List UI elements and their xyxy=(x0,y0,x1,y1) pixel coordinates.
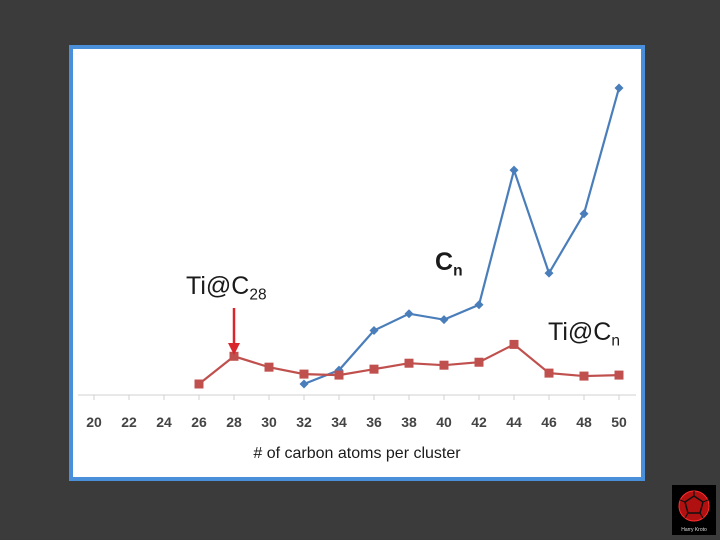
annotation-ti-cn: Ti@Cn xyxy=(548,318,620,350)
fullerene-icon xyxy=(678,490,710,522)
series-1-point-40 xyxy=(439,360,449,370)
series-1-point-26 xyxy=(194,379,204,389)
series-0-point-50 xyxy=(614,83,624,93)
x-tick-label-28: 28 xyxy=(226,414,242,430)
series-1-point-42 xyxy=(474,357,484,367)
chart-frame xyxy=(69,45,645,481)
x-tick-marks xyxy=(93,395,620,400)
x-tick-label-50: 50 xyxy=(611,414,627,430)
series-0 xyxy=(299,83,624,389)
annotation-ti-cn-text: Ti@C xyxy=(548,318,612,346)
series-0-point-36 xyxy=(369,326,379,336)
series-1-point-28 xyxy=(229,351,239,361)
x-tick-label-22: 22 xyxy=(121,414,137,430)
series-1-point-34 xyxy=(334,370,344,380)
series-0-point-42 xyxy=(474,300,484,310)
logo-caption: Harry Kroto xyxy=(681,527,707,533)
x-tick-label-26: 26 xyxy=(191,414,207,430)
series-0-point-46 xyxy=(544,268,554,278)
annotation-ti-c28: Ti@C28 xyxy=(186,272,267,304)
series-1 xyxy=(194,339,624,389)
annotation-cn: Cn xyxy=(435,248,463,280)
x-tick-label-36: 36 xyxy=(366,414,382,430)
series-0-point-32 xyxy=(299,379,309,389)
series-1-point-36 xyxy=(369,364,379,374)
x-tick-label-32: 32 xyxy=(296,414,312,430)
logo: Harry Kroto xyxy=(672,485,716,535)
x-tick-label-34: 34 xyxy=(331,414,347,430)
x-tick-label-24: 24 xyxy=(156,414,172,430)
series-0-point-48 xyxy=(579,209,589,219)
x-tick-label-38: 38 xyxy=(401,414,417,430)
annotation-cn-text: C xyxy=(435,248,454,276)
x-tick-labels: 20 22 24 26 28 30 32 34 36 38 40 42 44 46 48 50 xyxy=(86,414,627,430)
x-tick-label-42: 42 xyxy=(471,414,487,430)
x-tick-label-44: 44 xyxy=(506,414,522,430)
series-1-point-32 xyxy=(299,369,309,379)
series-1-point-44 xyxy=(509,339,519,349)
annotation-ti-c28-text: Ti@C xyxy=(186,272,250,300)
series-1-point-48 xyxy=(579,371,589,381)
series-group xyxy=(194,83,624,389)
x-tick-label-48: 48 xyxy=(576,414,592,430)
x-tick-label-30: 30 xyxy=(261,414,277,430)
series-0-point-38 xyxy=(404,309,414,319)
x-axis-title: # of carbon atoms per cluster xyxy=(253,445,461,462)
series-0-point-44 xyxy=(509,165,519,175)
x-tick-label-20: 20 xyxy=(86,414,102,430)
x-tick-label-40: 40 xyxy=(436,414,452,430)
x-tick-label-46: 46 xyxy=(541,414,557,430)
series-1-point-30 xyxy=(264,362,274,372)
series-1-point-50 xyxy=(614,370,624,380)
annotation-cn-sub: n xyxy=(453,262,463,280)
series-0-line xyxy=(303,87,621,386)
series-1-point-38 xyxy=(404,358,414,368)
annotation-ti-cn-sub: n xyxy=(611,332,620,350)
series-1-point-46 xyxy=(544,368,554,378)
series-0-point-40 xyxy=(439,315,449,325)
annotation-ti-c28-sub: 28 xyxy=(249,286,267,304)
annotation-arrow-head xyxy=(228,343,240,355)
